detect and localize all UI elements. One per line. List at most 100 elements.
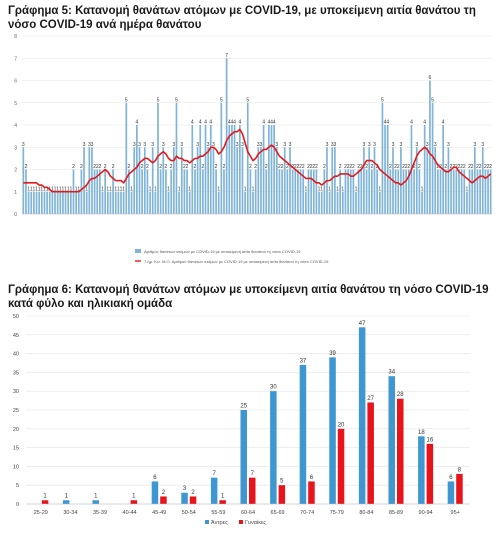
daily-death-bar bbox=[202, 169, 204, 214]
bar-data-label: 2 bbox=[323, 164, 326, 170]
daily-death-bar bbox=[386, 125, 389, 214]
bar-data-label: 5 bbox=[175, 97, 178, 103]
bar-data-label: 3 bbox=[196, 142, 199, 148]
bar-data-label: 2 bbox=[104, 164, 107, 170]
bar-data-label: 47 bbox=[359, 321, 366, 327]
bar-data-label: 1 bbox=[51, 186, 54, 192]
bar-data-label: 1 bbox=[178, 186, 181, 192]
daily-death-bar bbox=[355, 191, 357, 214]
bar-data-label: 1 bbox=[77, 186, 80, 192]
daily-death-bar bbox=[397, 169, 400, 214]
daily-death-bar bbox=[231, 125, 233, 214]
bar-data-label: 1 bbox=[149, 186, 152, 192]
daily-death-bar bbox=[455, 169, 458, 214]
bar-data-label: 3 bbox=[434, 142, 437, 148]
daily-death-bar bbox=[450, 169, 452, 214]
bar-data-label: 1 bbox=[154, 186, 157, 192]
daily-death-bar bbox=[133, 147, 136, 214]
daily-death-bar bbox=[167, 191, 170, 214]
daily-death-bar bbox=[371, 169, 373, 214]
daily-death-bar bbox=[489, 169, 492, 214]
daily-death-bar bbox=[318, 191, 320, 214]
bar-data-label: 1 bbox=[56, 186, 59, 192]
daily-death-bar bbox=[254, 169, 257, 214]
daily-death-bar bbox=[228, 125, 231, 214]
y-tick-label: 4 bbox=[14, 123, 17, 129]
bar-data-label: 1 bbox=[328, 186, 331, 192]
bar-data-label: 5 bbox=[280, 479, 284, 485]
daily-death-bar bbox=[22, 147, 25, 214]
bar-data-label: 4 bbox=[204, 120, 207, 126]
bar-data-label: 4 bbox=[191, 120, 194, 126]
bar-data-label: 2 bbox=[194, 164, 197, 170]
daily-death-bar bbox=[423, 125, 426, 214]
bar-data-label: 2 bbox=[484, 164, 487, 170]
legend-label-men: Άντρες bbox=[211, 520, 228, 526]
bar-data-label: 2 bbox=[402, 164, 405, 170]
bar-data-label: 1 bbox=[117, 186, 120, 192]
bar-data-label: 2 bbox=[170, 164, 173, 170]
daily-death-bar bbox=[96, 169, 99, 214]
bar-men bbox=[447, 481, 455, 504]
bar-data-label: 3 bbox=[207, 142, 210, 148]
bar-data-label: 2 bbox=[365, 164, 368, 170]
bar-data-label: 4 bbox=[270, 120, 273, 126]
bar-data-label: 16 bbox=[427, 437, 434, 443]
daily-death-bar bbox=[101, 191, 104, 214]
bar-data-label: 1 bbox=[43, 494, 47, 500]
daily-death-bar bbox=[328, 191, 331, 214]
bar-data-label: 2 bbox=[360, 164, 363, 170]
daily-death-bar bbox=[136, 125, 138, 214]
daily-death-bar bbox=[479, 169, 481, 214]
bar-data-label: 4 bbox=[135, 120, 138, 126]
daily-death-bar bbox=[112, 169, 114, 214]
bar-data-label: 4 bbox=[386, 120, 389, 126]
bar-data-label: 2 bbox=[471, 164, 474, 170]
y-tick-label: 8 bbox=[14, 34, 17, 40]
y-tick-label: 5 bbox=[14, 101, 17, 107]
bar-men bbox=[240, 410, 247, 504]
daily-death-bar bbox=[381, 102, 384, 214]
daily-death-bar bbox=[80, 169, 83, 214]
daily-death-bar bbox=[415, 147, 418, 214]
bar-data-label: 4 bbox=[267, 120, 270, 126]
bar-data-label: 3 bbox=[275, 142, 278, 148]
bar-data-label: 2 bbox=[460, 164, 463, 170]
bar-data-label: 3 bbox=[183, 486, 187, 492]
daily-death-bar bbox=[125, 102, 128, 214]
bar-data-label: 1 bbox=[40, 186, 43, 192]
bar-data-label: 2 bbox=[407, 164, 410, 170]
bar-data-label: 2 bbox=[344, 164, 347, 170]
bar-women bbox=[249, 477, 256, 504]
daily-death-bar bbox=[30, 191, 33, 214]
y-tick-label: 2 bbox=[14, 168, 17, 174]
bar-data-label: 3 bbox=[133, 142, 136, 148]
daily-death-bar bbox=[466, 191, 468, 214]
moving-average-line bbox=[23, 128, 492, 193]
daily-death-bar bbox=[130, 191, 133, 214]
bar-data-label: 3 bbox=[363, 142, 366, 148]
daily-death-bar bbox=[188, 191, 191, 214]
daily-death-bar bbox=[257, 147, 260, 214]
bar-data-label: 6 bbox=[310, 475, 314, 481]
daily-death-bar bbox=[294, 169, 297, 214]
bar-data-label: 5 bbox=[220, 97, 223, 103]
bar-data-label: 27 bbox=[367, 396, 374, 402]
daily-death-bar bbox=[220, 102, 223, 214]
daily-death-bar bbox=[143, 147, 146, 214]
daily-death-bar bbox=[299, 169, 302, 214]
daily-death-bar bbox=[283, 147, 286, 214]
bar-data-label: 6 bbox=[449, 475, 453, 481]
bar-data-label: 8 bbox=[458, 467, 462, 473]
daily-death-bar bbox=[262, 125, 265, 214]
bar-data-label: 2 bbox=[418, 164, 421, 170]
daily-death-bar bbox=[146, 169, 149, 214]
daily-death-bar bbox=[149, 191, 151, 214]
daily-death-bar bbox=[217, 191, 220, 214]
bar-data-label: 3 bbox=[22, 142, 25, 148]
y-tick-label: 0 bbox=[16, 502, 19, 508]
bar-women bbox=[337, 428, 345, 504]
daily-death-bar bbox=[278, 169, 281, 214]
daily-death-bar bbox=[373, 147, 376, 214]
bar-data-label: 1 bbox=[43, 186, 46, 192]
